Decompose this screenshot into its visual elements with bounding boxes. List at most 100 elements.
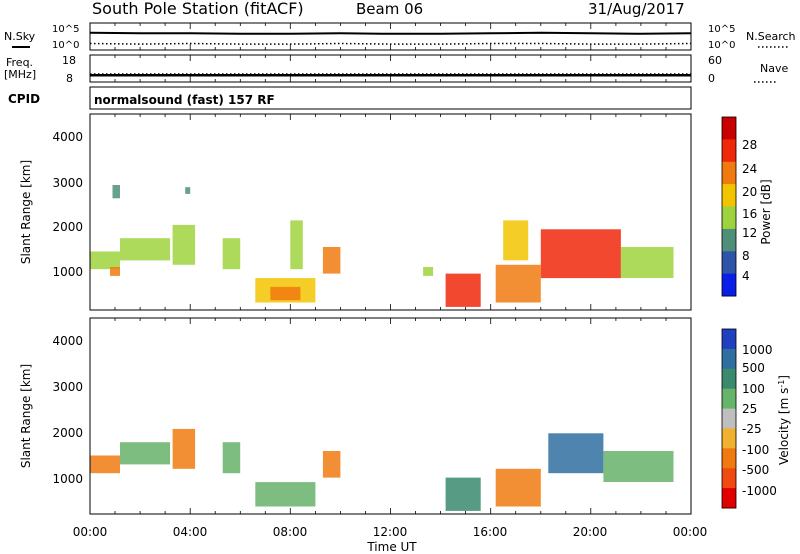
velocity-cell [222,442,241,474]
xlabel: Time UT [366,540,417,554]
power-ylabel: Slant Range [km] [19,160,33,264]
noise-search-label: N.Search [746,30,796,43]
xtick-0000: 00:00 [73,525,108,539]
colorbar-swatch [722,408,736,429]
velocity-cbar-tick-neg25: -25 [742,422,762,436]
colorbar-swatch [722,348,736,370]
colorbar-swatch [722,251,736,275]
velocity-cbar-tick-neg100: -100 [742,443,769,457]
power-ytick-2000: 2000 [52,220,83,234]
freq-tick-high: 18 [62,54,76,67]
power-cell [222,238,241,270]
power-ytick-1000: 1000 [52,265,83,279]
colorbar-swatch [722,161,736,185]
colorbar-swatch [722,428,736,449]
velocity-ytick-2000: 2000 [52,426,83,440]
noise-sky-tick-high: 10^5 [52,24,79,35]
power-cell [540,229,621,279]
nave-tick-high: 60 [708,54,722,67]
freq-tick-low: 8 [66,72,73,85]
xtick-2400: 00:00 [673,525,708,539]
xtick-0400: 04:00 [173,525,208,539]
power-heatmap [90,185,674,307]
date-label: 31/Aug/2017 [588,0,685,18]
velocity-cell [172,428,196,469]
cpid-panel-frame [89,86,692,110]
velocity-cbar-tick-500: 500 [742,361,765,375]
colorbar-swatch [722,184,736,207]
velocity-cell [322,451,341,478]
velocity-ytick-3000: 3000 [52,380,83,394]
power-cell [620,247,674,278]
power-cell [172,224,196,265]
colorbar-swatch [722,468,736,489]
cpid-text: normalsound (fast) 157 RF [94,93,275,107]
velocity-cell [603,451,674,482]
power-cell [445,273,481,307]
power-cbar-tick-20: 20 [742,185,757,199]
velocity-cbar-tick-neg500: -500 [742,463,769,477]
power-cell [110,267,120,276]
velocity-cbar-label: Velocity [m s-1] [777,375,791,465]
beam-label: Beam 06 [356,0,423,18]
power-cell [185,187,191,194]
nave-label: Nave [760,62,788,75]
colorbar-swatch [722,488,736,509]
velocity-cell [90,455,120,474]
velocity-cell [445,477,481,511]
colorbar-swatch [722,228,736,252]
xtick-2000: 20:00 [573,525,608,539]
power-ytick-4000: 4000 [52,130,83,144]
velocity-colorbar [722,329,736,509]
xtick-1600: 16:00 [473,525,508,539]
velocity-cbar-tick-25: 25 [742,402,757,416]
power-cell [423,267,434,276]
velocity-ytick-4000: 4000 [52,334,83,348]
noise-sky-tick-low: 10^0 [52,40,79,51]
noise-search-tick-low: 10^0 [708,40,735,51]
power-cbar-tick-12: 12 [742,226,757,240]
colorbar-swatch [722,139,736,163]
power-cell [495,264,541,303]
power-cbar-tick-16: 16 [742,207,757,221]
power-cbar-tick-4: 4 [742,269,750,283]
power-cell [322,247,341,274]
velocity-cell [548,433,604,474]
noise-sky-label: N.Sky [4,30,36,43]
colorbar-swatch [722,448,736,469]
noise-search-tick-high: 10^5 [708,24,735,35]
power-cell [120,238,171,261]
velocity-cell [495,468,541,507]
power-cbar-tick-24: 24 [742,162,757,176]
velocity-panel-frame [89,317,692,515]
velocity-heatmap [90,428,674,511]
colorbar-swatch [722,273,736,297]
freq-label-2: [MHz] [4,68,36,81]
velocity-ytick-1000: 1000 [52,472,83,486]
freq-label-1: Freq. [6,56,33,69]
power-colorbar [722,117,736,297]
power-colorbar-frame [721,116,737,297]
xtick-1200: 12:00 [373,525,408,539]
xtick-0800: 08:00 [273,525,308,539]
power-cbar-tick-8: 8 [742,249,750,263]
noise-sky-line [89,31,692,35]
power-cell [270,286,301,301]
colorbar-swatch [722,329,736,350]
power-cell [290,220,303,270]
cpid-label: CPID [8,92,40,106]
velocity-cell [255,482,316,507]
power-cbar-label: Power [dB] [759,179,773,244]
colorbar-swatch [722,368,736,390]
colorbar-swatch [722,206,736,230]
station-title: South Pole Station (fitACF) [92,0,304,18]
power-ytick-3000: 3000 [52,176,83,190]
power-cell [90,251,120,270]
power-cell [112,185,120,199]
colorbar-swatch [722,117,736,140]
velocity-colorbar-frame [721,328,737,509]
power-cell [503,220,529,261]
velocity-ylabel: Slant Range [km] [19,364,33,468]
power-cbar-tick-28: 28 [742,138,757,152]
